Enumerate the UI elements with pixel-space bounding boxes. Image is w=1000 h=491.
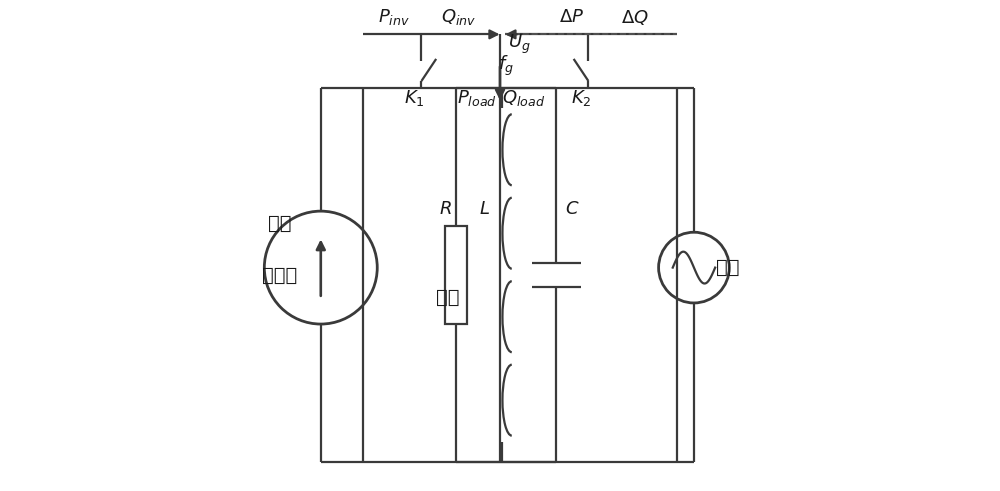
Text: $K_2$: $K_2$ [571,88,591,108]
Text: 负荷: 负荷 [436,288,459,306]
Text: $f_g$: $f_g$ [498,54,514,79]
Text: $\Delta Q$: $\Delta Q$ [621,8,649,27]
Text: $\Delta P$: $\Delta P$ [559,8,584,26]
Text: $K_1$: $K_1$ [404,88,424,108]
Text: 逆变器: 逆变器 [262,266,298,284]
Text: $L$: $L$ [479,200,490,218]
Bar [445,226,467,324]
Text: $P_{load}$: $P_{load}$ [457,88,497,108]
Text: $C$: $C$ [565,200,580,218]
Text: $Q_{inv}$: $Q_{inv}$ [441,7,476,27]
Text: $P_{inv}$: $P_{inv}$ [378,7,410,27]
Text: 并网: 并网 [268,214,292,233]
Text: $R$: $R$ [439,200,451,218]
Text: $Q_{load}$: $Q_{load}$ [502,88,545,108]
Text: $U_g$: $U_g$ [508,32,531,56]
Text: 电网: 电网 [716,258,739,277]
